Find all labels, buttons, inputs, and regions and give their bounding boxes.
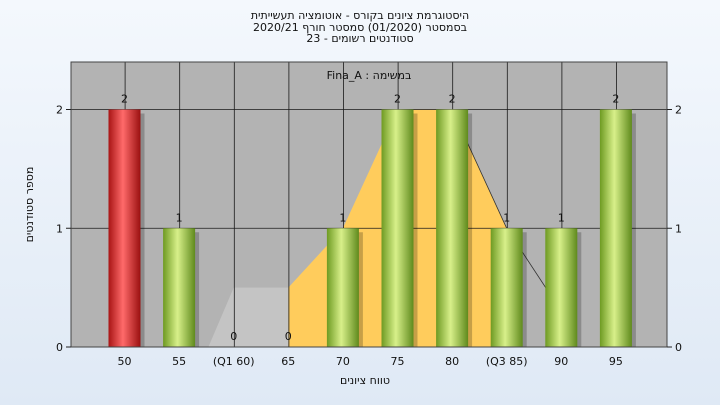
histogram-bar <box>436 109 469 347</box>
chart-titles: היסטוגרמת ציונים בקורס - אוטומציה תעשיית… <box>0 10 720 45</box>
y-tick-label-right: 2 <box>675 104 682 117</box>
chart-title-students: סטודנטים רשומים - 23 <box>306 32 414 45</box>
x-tick-label: 80 <box>445 355 459 368</box>
y-axis-title: מספר סטודנטים <box>23 167 36 243</box>
bar-data-label: 0 <box>285 330 292 343</box>
bar-data-label: 1 <box>503 211 510 224</box>
x-tick-label: 65 <box>281 355 295 368</box>
bar-data-label: 1 <box>176 211 183 224</box>
bar-data-label: 0 <box>230 330 237 343</box>
x-tick-label: 90 <box>554 355 568 368</box>
y-tick-label-left: 0 <box>56 341 63 354</box>
task-label: Fina_A : במשימה <box>327 69 412 82</box>
histogram-bar <box>163 228 196 347</box>
x-axis-title: טווח ציונים <box>340 374 390 387</box>
bar-data-label: 1 <box>558 211 565 224</box>
x-tick-label: 55 <box>172 355 186 368</box>
y-tick-label-left: 2 <box>56 104 63 117</box>
bar-data-label: 2 <box>612 93 619 106</box>
chart-title-course: היסטוגרמת ציונים בקורס - אוטומציה תעשיית… <box>250 9 470 22</box>
y-tick-label-right: 1 <box>675 222 682 235</box>
y-tick-label-right: 0 <box>675 341 682 354</box>
chart-title-semester: בסמסטר (01/2020) סמסטר חורף 2020/21 <box>253 20 467 34</box>
x-tick-label: (Q1 60) <box>213 355 255 368</box>
histogram-bar <box>545 228 578 347</box>
x-tick-label: 70 <box>336 355 350 368</box>
x-tick-label: 95 <box>609 355 623 368</box>
x-tick-label: 75 <box>391 355 405 368</box>
histogram-bar <box>599 109 632 347</box>
histogram-bar <box>490 228 523 347</box>
bar-data-label: 2 <box>394 93 401 106</box>
bar-data-label: 2 <box>449 93 456 106</box>
outside-quartile-area <box>208 287 289 347</box>
histogram-bar <box>108 109 141 347</box>
x-tick-label: (Q3 85) <box>486 355 528 368</box>
bar-data-label: 1 <box>339 211 346 224</box>
histogram-bar <box>326 228 359 347</box>
histogram-bar <box>381 109 414 347</box>
y-tick-label-left: 1 <box>56 222 63 235</box>
x-tick-label: 50 <box>118 355 132 368</box>
plot-border <box>70 61 668 348</box>
bar-data-label: 2 <box>121 93 128 106</box>
